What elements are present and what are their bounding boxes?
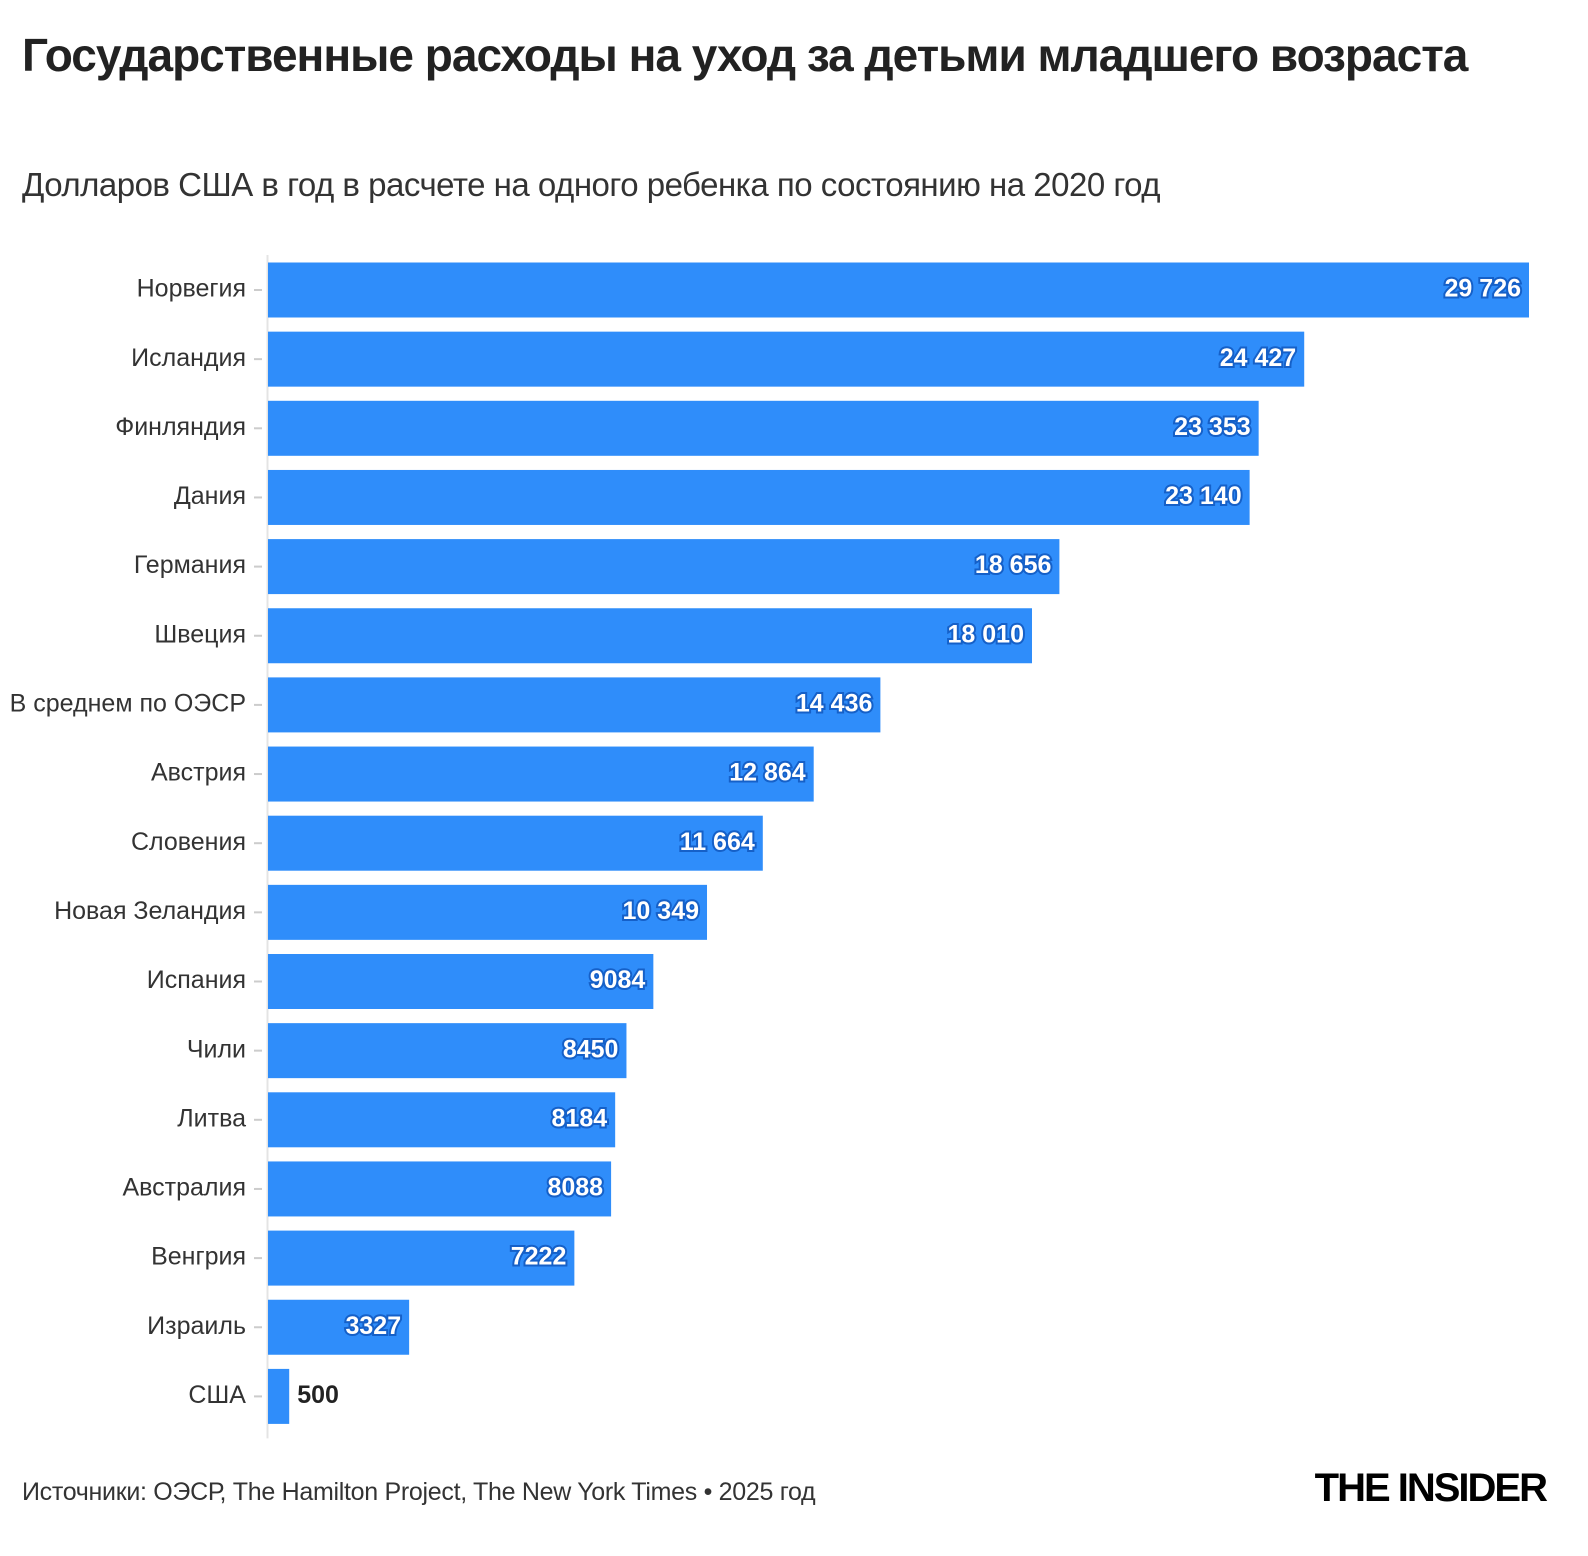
bar (268, 262, 1529, 318)
y-tick-label: Норвегия (137, 275, 246, 303)
y-tick-label: Словения (131, 828, 246, 856)
value-label: 23 353 (1174, 413, 1250, 441)
y-tick-label: Новая Зеландия (54, 897, 246, 925)
bar (268, 1299, 410, 1355)
y-tick-label: Австралия (122, 1174, 246, 1202)
chart-subtitle: Долларов США в год в расчете на одного р… (22, 166, 1161, 203)
bar (268, 815, 763, 871)
bar (268, 1161, 612, 1217)
value-label: 18 010 (948, 620, 1024, 648)
bar (268, 400, 1259, 456)
value-label: 10 349 (623, 897, 699, 925)
chart-title: Государственные расходы на уход за детьм… (22, 29, 1468, 81)
y-tick-label: США (188, 1381, 246, 1409)
y-tick-label: Исландия (131, 344, 246, 372)
y-tick-label: Израиль (147, 1312, 246, 1340)
bar (268, 1023, 627, 1079)
bar (268, 1230, 575, 1286)
bar (268, 331, 1305, 387)
value-label: 12 864 (729, 759, 806, 787)
bar (268, 1092, 616, 1148)
value-label: 23 140 (1165, 482, 1241, 510)
y-tick-label: Германия (134, 551, 246, 579)
bar (268, 884, 708, 940)
bar (268, 677, 881, 733)
value-label: 18 656 (975, 551, 1051, 579)
value-label: 24 427 (1220, 344, 1296, 372)
bar (268, 539, 1060, 595)
value-label: 7222 (511, 1243, 567, 1271)
brand-logo: THE INSIDER (1314, 1466, 1548, 1510)
value-label: 29 726 (1445, 275, 1521, 303)
value-label: 8450 (563, 1035, 619, 1063)
value-label: 3327 (346, 1312, 402, 1340)
bar (268, 608, 1032, 664)
y-tick-label: Швеция (154, 620, 246, 648)
bar (268, 1368, 290, 1424)
value-label: 8184 (552, 1104, 608, 1132)
y-tick-label: Чили (187, 1035, 246, 1063)
y-tick-label: Дания (174, 482, 246, 510)
value-label: 11 664 (680, 828, 755, 856)
y-tick-label: Австрия (151, 759, 246, 787)
y-tick-label: В среднем по ОЭСР (10, 690, 246, 718)
y-tick-label: Финляндия (115, 413, 246, 441)
value-label: 9084 (590, 966, 646, 994)
chart: Норвегия 29 726 Исландия 24 427 Финляндия 23 … (10, 255, 1529, 1439)
source-note: Источники: ОЭСР, The Hamilton Project, T… (22, 1478, 816, 1506)
bar (268, 954, 654, 1009)
bar (268, 746, 814, 802)
value-label: 500 (297, 1381, 339, 1409)
value-label: 14 436 (796, 690, 872, 718)
y-tick-label: Литва (177, 1104, 246, 1132)
y-tick-label: Венгрия (151, 1243, 246, 1271)
bar (268, 469, 1250, 525)
value-label: 8088 (547, 1174, 603, 1202)
y-tick-label: Испания (147, 966, 246, 994)
